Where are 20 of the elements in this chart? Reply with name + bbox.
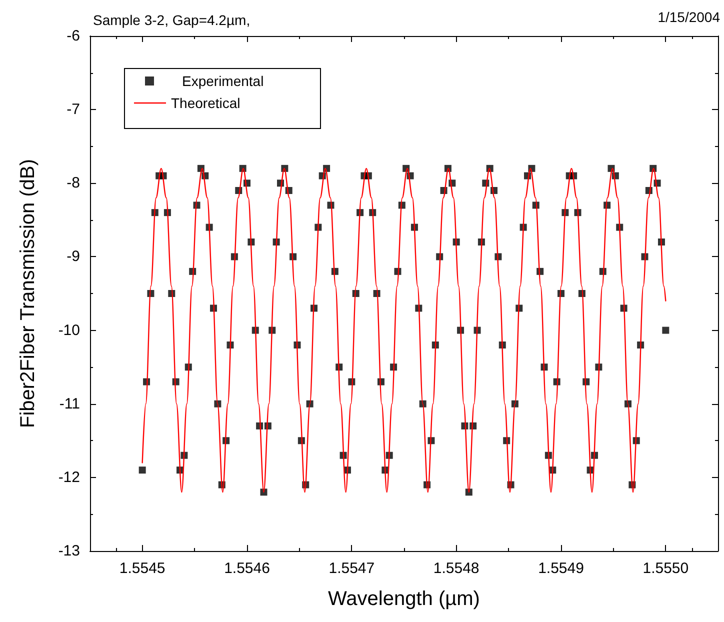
text: 1/15/2004 [658,9,720,25]
y-tick-label: -9 [66,248,80,266]
x-axis-title: Wavelength (µm) [328,588,480,610]
x-tick-label: 1.5550 [642,560,689,577]
y-tick-label: -6 [66,28,80,44]
y-tick-label: -8 [66,174,80,192]
y-tick-label: -11 [59,395,80,412]
x-tick-label: 1.5548 [433,560,480,577]
y-axis-title: Fiber2Fiber Transmission (dB) [17,159,39,428]
x-tick-label: 1.5549 [538,560,584,577]
y-tick-label: -13 [58,542,80,560]
legend-label: Experimental [182,73,264,89]
x-tick-label: 1.5547 [328,560,375,577]
x-tick-label: 1.5546 [224,560,270,577]
legend-label: Theoretical [171,95,240,111]
y-tick-label: -7 [66,101,80,118]
chart-title: Sample 3-2, Gap=4.2µm, [93,12,250,28]
x-tick-label: 1.5545 [119,560,166,577]
y-tick-label: -10 [58,322,80,339]
y-tick-label: -12 [58,468,80,486]
